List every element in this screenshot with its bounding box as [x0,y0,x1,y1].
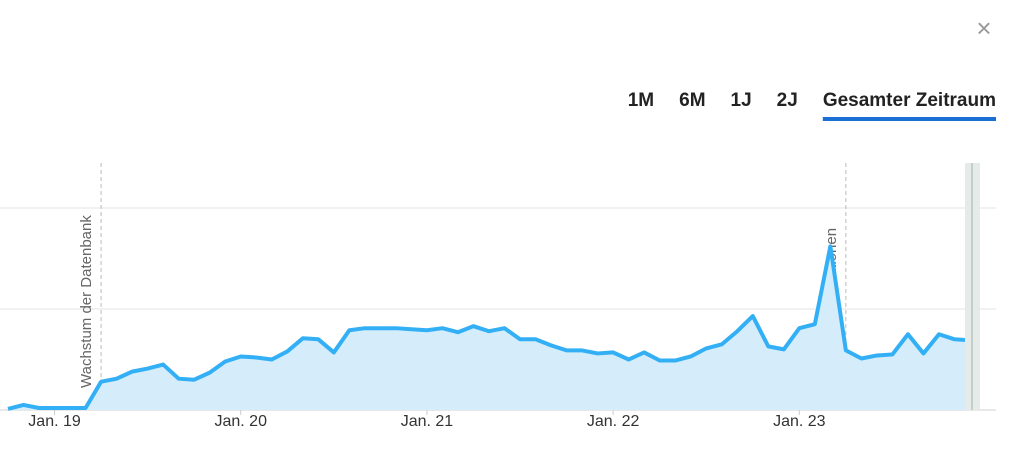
area [8,246,970,410]
x-tick-label: Jan. 23 [773,413,826,430]
annotation-label: Wachstum der Datenbank [78,215,95,388]
x-tick-label: Jan. 19 [28,413,81,430]
x-tick-label: Jan. 20 [214,413,267,430]
range-button[interactable]: Gesamter Zeitraum [823,90,996,111]
x-tick-label: Jan. 22 [587,413,640,430]
range-button[interactable]: 1M [628,90,654,111]
x-tick-label: Jan. 21 [401,413,454,430]
range-button[interactable]: 2J [777,90,798,111]
active-underline [822,117,996,121]
range-button[interactable]: 1J [731,90,752,111]
range-button[interactable]: 6M [679,90,705,111]
line [7,244,971,411]
close-button[interactable]: × [976,13,991,43]
